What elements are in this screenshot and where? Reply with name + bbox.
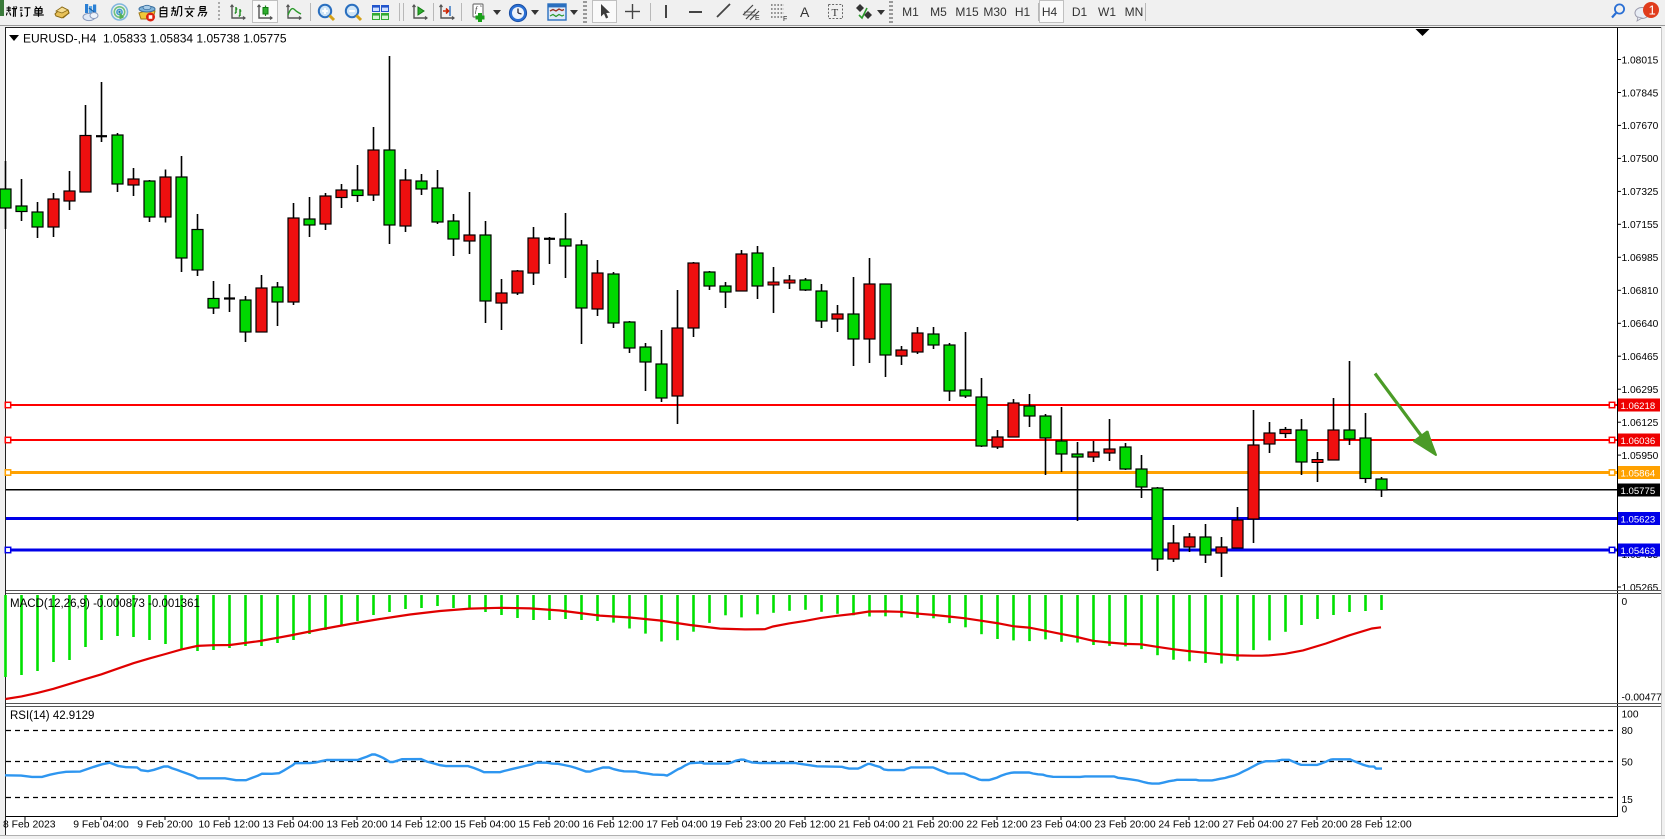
svg-text:1.06810: 1.06810 xyxy=(1622,286,1659,297)
svg-text:1.06985: 1.06985 xyxy=(1622,253,1659,264)
svg-text:27 Feb 04:00: 27 Feb 04:00 xyxy=(1222,820,1283,831)
svg-text:28 Feb 12:00: 28 Feb 12:00 xyxy=(1350,820,1411,831)
svg-text:MACD(12,26,9) -0.000873 -0.001: MACD(12,26,9) -0.000873 -0.001361 xyxy=(10,598,200,610)
svg-text:21 Feb 20:00: 21 Feb 20:00 xyxy=(902,820,963,831)
svg-text:-0.00477: -0.00477 xyxy=(1622,693,1663,704)
svg-text:20 Feb 12:00: 20 Feb 12:00 xyxy=(774,820,835,831)
svg-text:1.07500: 1.07500 xyxy=(1622,154,1659,165)
svg-text:1.06640: 1.06640 xyxy=(1622,319,1659,330)
svg-text:13 Feb 20:00: 13 Feb 20:00 xyxy=(326,820,387,831)
svg-text:0: 0 xyxy=(1622,597,1628,608)
svg-text:22 Feb 12:00: 22 Feb 12:00 xyxy=(966,820,1027,831)
svg-text:1.06465: 1.06465 xyxy=(1622,352,1659,363)
svg-text:13 Feb 04:00: 13 Feb 04:00 xyxy=(262,820,323,831)
svg-text:19 Feb 23:00: 19 Feb 23:00 xyxy=(710,820,771,831)
svg-text:1.08015: 1.08015 xyxy=(1622,55,1659,66)
svg-text:0: 0 xyxy=(1622,805,1628,816)
svg-text:EURUSD-,H4 1.05833 1.05834 1.: EURUSD-,H4 1.05833 1.05834 1.05738 1.057… xyxy=(23,32,287,46)
svg-text:1.07155: 1.07155 xyxy=(1622,220,1659,231)
svg-text:1: 1 xyxy=(1649,3,1656,18)
svg-text:10 Feb 12:00: 10 Feb 12:00 xyxy=(198,820,259,831)
svg-text:1.05265: 1.05265 xyxy=(1622,583,1659,594)
svg-text:27 Feb 20:00: 27 Feb 20:00 xyxy=(1286,820,1347,831)
svg-text:21 Feb 04:00: 21 Feb 04:00 xyxy=(838,820,899,831)
svg-text:15 Feb 04:00: 15 Feb 04:00 xyxy=(454,820,515,831)
svg-text:1.06295: 1.06295 xyxy=(1622,385,1659,396)
svg-text:15: 15 xyxy=(1622,795,1634,806)
svg-text:23 Feb 20:00: 23 Feb 20:00 xyxy=(1094,820,1155,831)
svg-text:9 Feb 04:00: 9 Feb 04:00 xyxy=(73,820,129,831)
svg-text:14 Feb 12:00: 14 Feb 12:00 xyxy=(390,820,451,831)
svg-text:23 Feb 04:00: 23 Feb 04:00 xyxy=(1030,820,1091,831)
svg-text:80: 80 xyxy=(1622,726,1634,737)
svg-text:1.05775: 1.05775 xyxy=(1621,486,1656,497)
svg-text:1.07325: 1.07325 xyxy=(1622,187,1659,198)
svg-text:1.06125: 1.06125 xyxy=(1622,418,1659,429)
svg-text:1.05864: 1.05864 xyxy=(1621,468,1656,479)
svg-text:17 Feb 04:00: 17 Feb 04:00 xyxy=(646,820,707,831)
svg-text:1.07845: 1.07845 xyxy=(1622,88,1659,99)
svg-text:9 Feb 20:00: 9 Feb 20:00 xyxy=(137,820,193,831)
svg-text:T: T xyxy=(832,7,839,19)
svg-text:F: F xyxy=(783,16,787,22)
svg-text:1.06218: 1.06218 xyxy=(1621,401,1656,412)
svg-text:16 Feb 12:00: 16 Feb 12:00 xyxy=(582,820,643,831)
svg-text:50: 50 xyxy=(1622,758,1634,769)
svg-text:1.05623: 1.05623 xyxy=(1621,514,1656,525)
svg-text:E: E xyxy=(755,15,760,22)
svg-text:1.05463: 1.05463 xyxy=(1621,546,1656,557)
svg-text:RSI(14) 42.9129: RSI(14) 42.9129 xyxy=(10,710,94,722)
svg-text:24 Feb 12:00: 24 Feb 12:00 xyxy=(1158,820,1219,831)
svg-text:f: f xyxy=(475,5,479,14)
svg-text:15 Feb 20:00: 15 Feb 20:00 xyxy=(518,820,579,831)
svg-text:1.07670: 1.07670 xyxy=(1622,121,1659,132)
svg-text:1.06036: 1.06036 xyxy=(1621,436,1656,447)
svg-text:1.05950: 1.05950 xyxy=(1622,451,1659,462)
svg-text:8 Feb 2023: 8 Feb 2023 xyxy=(3,820,56,831)
svg-text:100: 100 xyxy=(1622,710,1639,721)
